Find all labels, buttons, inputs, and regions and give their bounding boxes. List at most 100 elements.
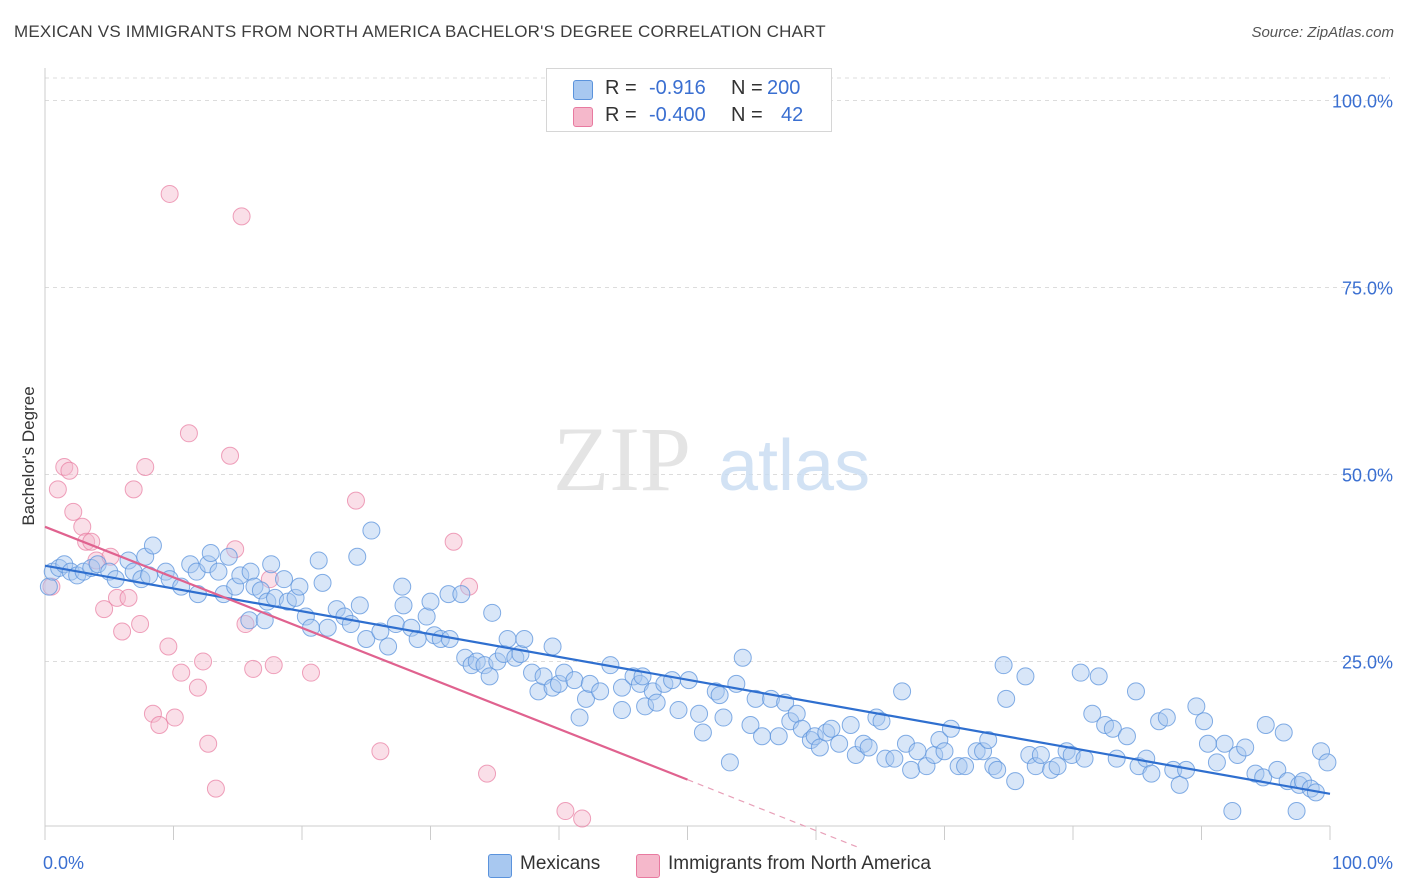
mexicans-legend-swatch [488, 854, 512, 878]
immigrants-point [64, 502, 83, 521]
mexicans-point [1083, 704, 1102, 723]
mexicans-point [417, 607, 436, 626]
immigrants-point [199, 734, 218, 753]
mexicans-point [393, 577, 412, 596]
mexicans-point [1198, 734, 1217, 753]
mexicans-point [930, 730, 949, 749]
mexicans-point [769, 727, 788, 746]
immigrants-point [77, 532, 96, 551]
mexicans-point [555, 663, 574, 682]
mexicans-point [550, 674, 568, 693]
mexicans-point [1195, 712, 1214, 731]
immigrants-point [143, 704, 162, 723]
mexicans-point [483, 603, 502, 622]
r-value: -0.400 [649, 104, 706, 126]
immigrants-point [301, 663, 320, 682]
immigrants-point [221, 446, 240, 465]
mexicans-point [543, 637, 562, 656]
mexicans-legend-label: Mexicans [520, 853, 601, 874]
mexicans-point [1075, 749, 1094, 768]
mexicans-point [1031, 745, 1050, 764]
mexicans-point [226, 577, 245, 596]
mexicans-point [1006, 772, 1025, 791]
mexicans-point [663, 671, 682, 690]
mexicans-point [379, 637, 398, 656]
mexicans-point [669, 701, 688, 720]
mexicans-point [357, 630, 376, 648]
mexicans-point [362, 521, 381, 540]
mexicans-point [570, 708, 589, 727]
source-label: Source: ZipAtlas.com [1251, 24, 1394, 41]
immigrants-point [573, 809, 592, 828]
watermark-atlas: atlas [718, 426, 870, 506]
x-tick-label: 0.0% [43, 853, 84, 873]
y-tick-label: 25.0% [1342, 652, 1393, 672]
mexicans-point [209, 562, 228, 581]
mexicans-point [591, 682, 610, 701]
immigrants-point [460, 577, 479, 596]
mexicans-point [1215, 734, 1234, 753]
immigrants-point [159, 637, 178, 656]
immigrants-point [165, 708, 184, 727]
mexicans-point [565, 671, 584, 690]
immigrants-trendline-extension [687, 779, 862, 849]
mexicans-point [1228, 745, 1247, 764]
n-label: N = [731, 77, 763, 99]
immigrants-point [48, 480, 67, 499]
immigrants-point [346, 491, 365, 510]
mexicans-point [1071, 663, 1090, 682]
immigrants-point [232, 207, 251, 226]
mexicans-point [647, 693, 666, 712]
watermark-zip: ZIP [553, 408, 691, 510]
mexicans-point [1318, 753, 1337, 772]
mexicans-point [240, 611, 259, 630]
mexicans-point [439, 585, 458, 604]
mexicans-point [967, 742, 986, 761]
mexicans-point [350, 596, 369, 615]
mexicans-point [714, 708, 733, 727]
mexicans-point [1048, 757, 1067, 776]
mexicans-point [1107, 749, 1126, 768]
mexicans-point [143, 536, 162, 555]
mexicans-point [636, 697, 655, 716]
mexicans-point [1142, 764, 1161, 783]
legend-row-immigrants: R = -0.400 N = 42 [547, 101, 831, 129]
mexicans-point [309, 551, 328, 570]
mexicans-point [1223, 802, 1242, 821]
mexicans-point [841, 716, 860, 735]
mexicans-point [231, 566, 250, 585]
mexicans-point [710, 686, 729, 705]
mexicans-point [456, 648, 475, 667]
mexicans-point [787, 704, 806, 723]
mexicans-point [286, 588, 305, 607]
mexicans-point [576, 689, 595, 708]
immigrants-swatch [573, 107, 593, 127]
mexicans-point [1126, 682, 1145, 701]
immigrants-point [556, 802, 575, 821]
mexicans-point [1026, 757, 1045, 776]
immigrants-point [188, 678, 207, 697]
immigrants-trendline [44, 525, 688, 781]
mexicans-point [313, 573, 332, 592]
mexicans-point [1157, 708, 1176, 727]
mexicans-point [241, 562, 260, 581]
immigrants-point [264, 656, 283, 675]
mexicans-point [39, 577, 58, 596]
mexicans-point [872, 712, 891, 731]
mexicans-point [859, 738, 878, 757]
mexicans-point [805, 727, 824, 746]
immigrants-point [95, 600, 114, 619]
mexicans-point [612, 701, 631, 720]
immigrants-point [194, 652, 213, 671]
mexicans-point [1268, 760, 1287, 779]
y-tick-label: 75.0% [1342, 278, 1393, 298]
mexicans-point [733, 648, 752, 667]
mexicans-point [810, 738, 829, 757]
immigrants-point [172, 663, 191, 682]
mexicans-point [974, 742, 993, 761]
immigrants-point [478, 764, 497, 783]
mexicans-point [1170, 775, 1189, 794]
mexicans-point [1089, 667, 1108, 686]
immigrants-legend-swatch [636, 854, 660, 878]
mexicans-point [902, 760, 921, 779]
